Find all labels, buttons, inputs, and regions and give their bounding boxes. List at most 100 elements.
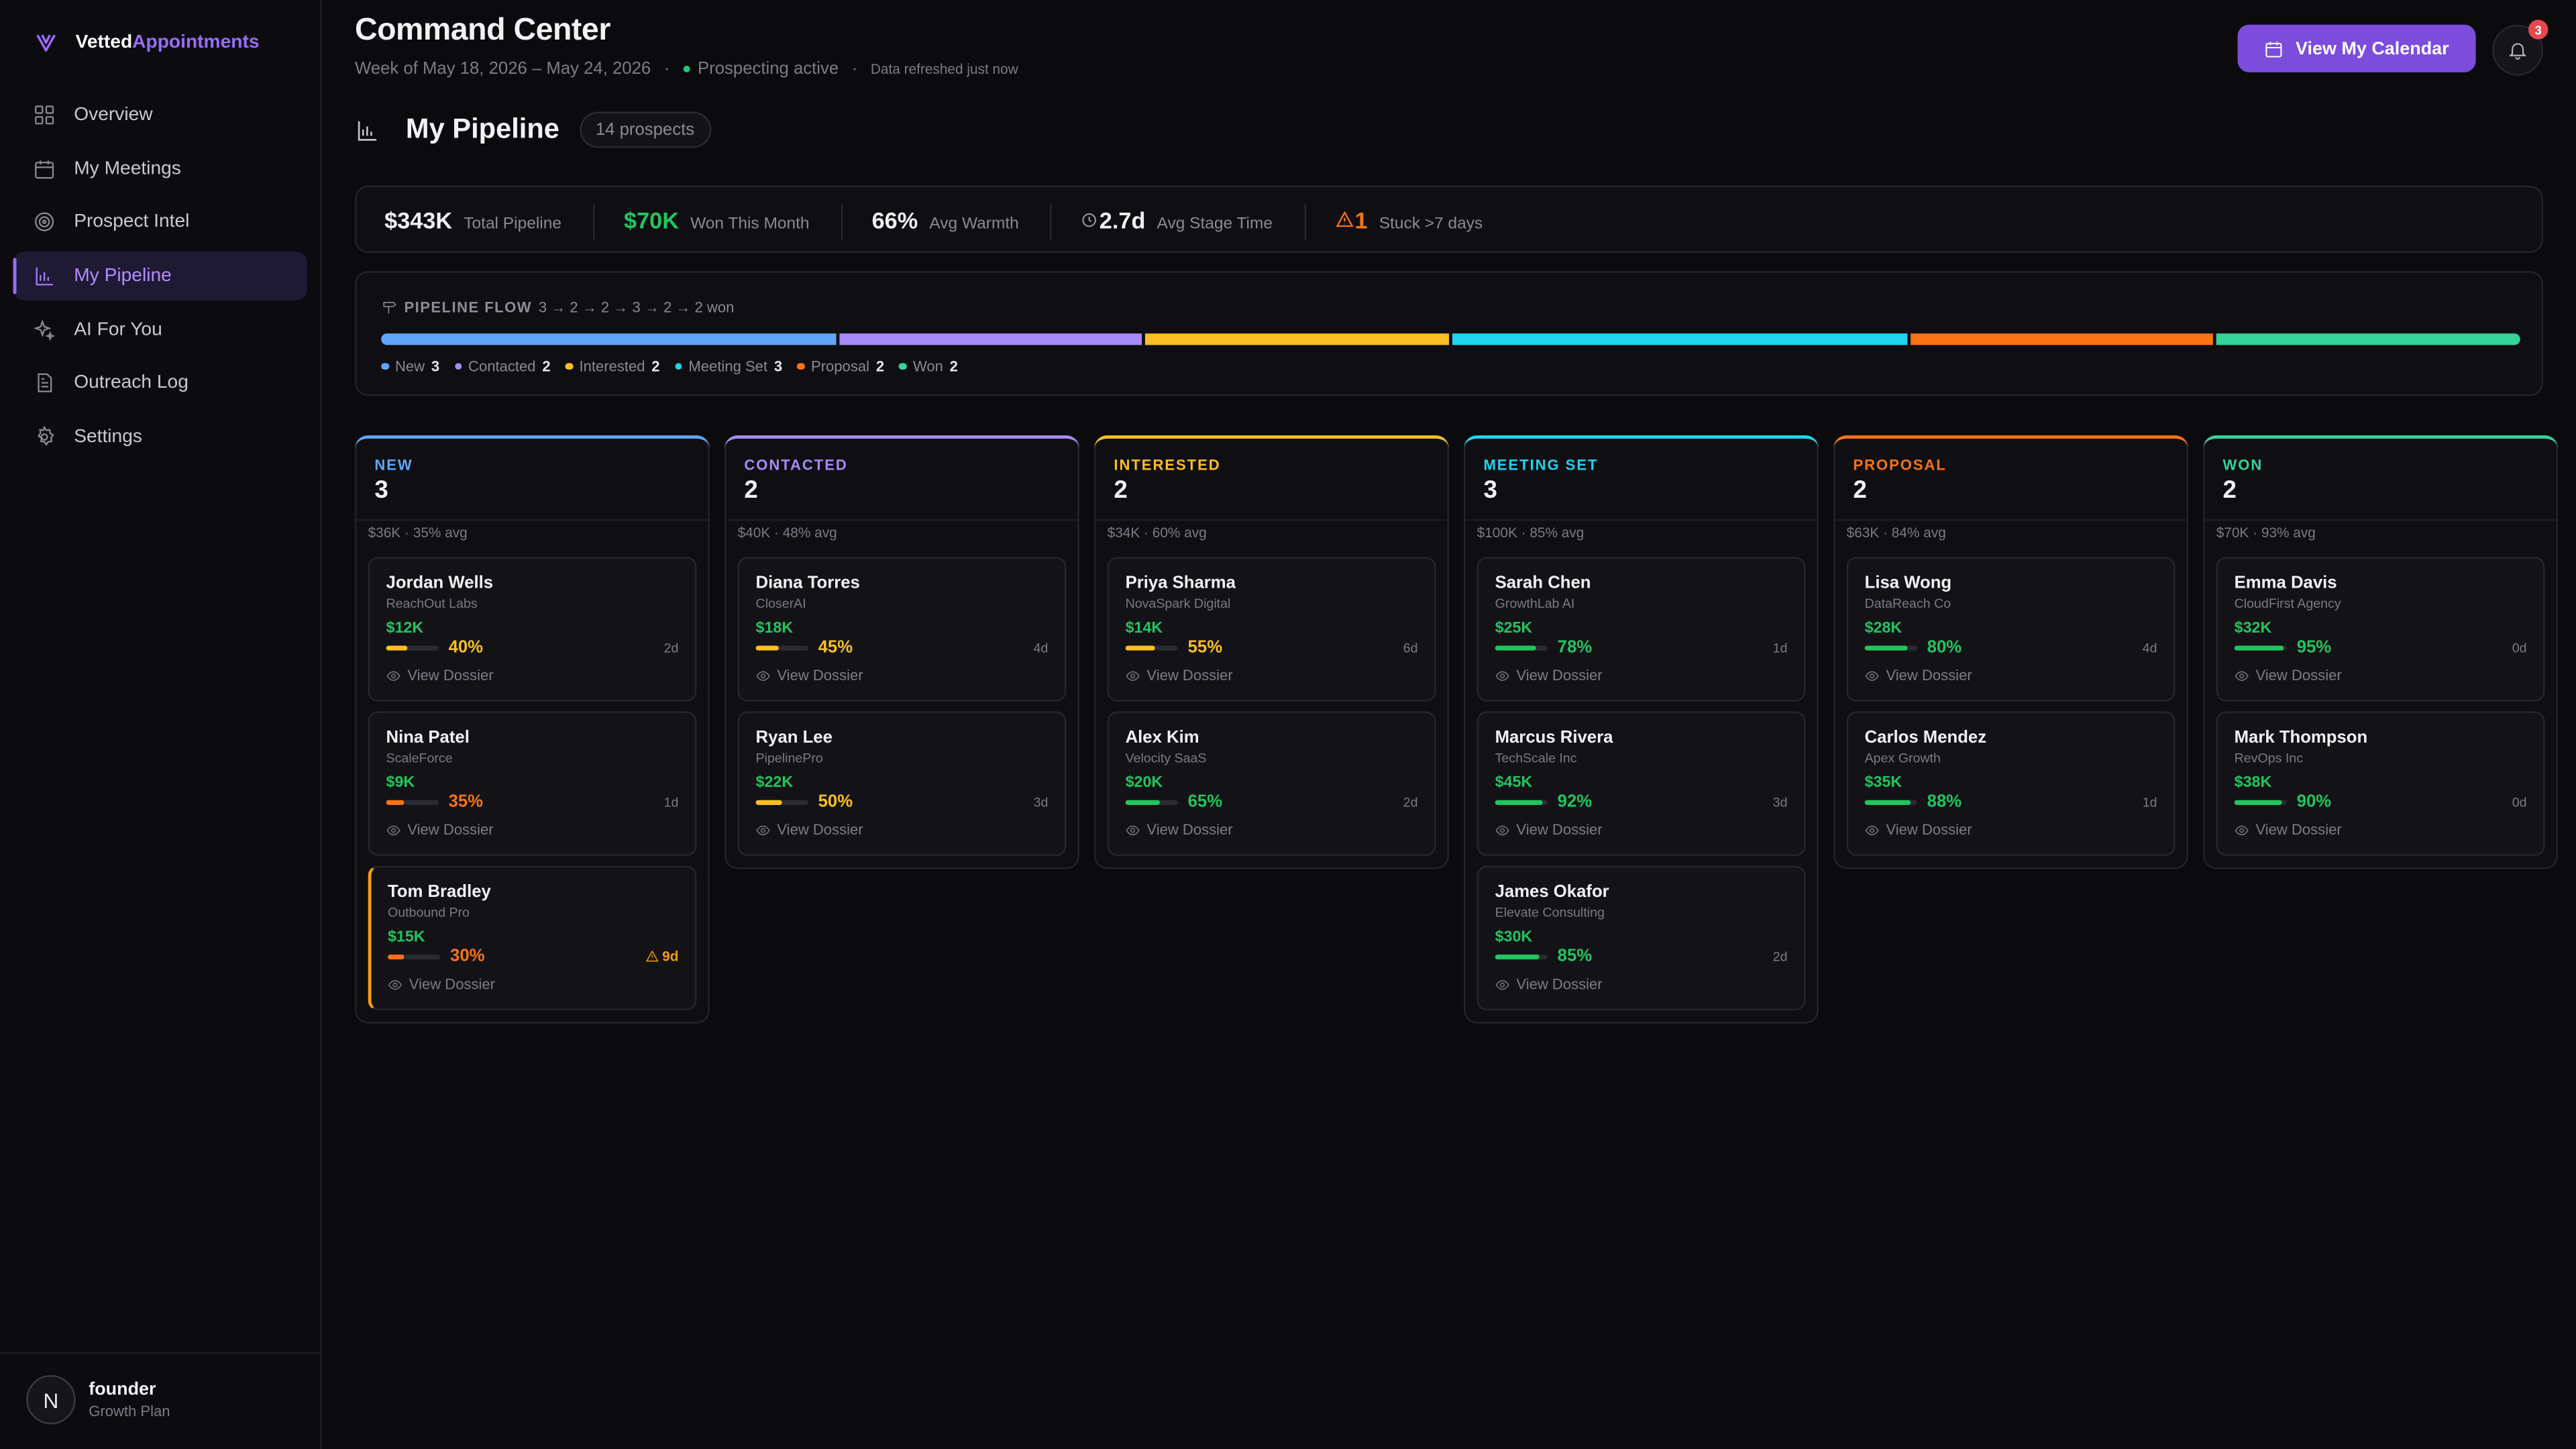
- view-dossier-link[interactable]: View Dossier: [1495, 822, 1603, 838]
- warmth-fill: [755, 645, 780, 651]
- stat-total-pipeline: $343K Total Pipeline: [356, 206, 592, 232]
- eye-icon: [1865, 670, 1879, 680]
- view-dossier-link[interactable]: View Dossier: [1495, 667, 1603, 684]
- prospect-name: Nina Patel: [386, 727, 470, 748]
- notification-badge: 3: [2528, 19, 2548, 40]
- view-dossier-link[interactable]: View Dossier: [1126, 822, 1233, 838]
- view-dossier-link[interactable]: View Dossier: [1865, 822, 1972, 838]
- sidebar-item-prospect-intel[interactable]: Prospect Intel: [13, 198, 307, 247]
- prospect-card[interactable]: Lisa Wong DataReach Co $28K 80% 4d View Dossi…: [1846, 557, 2176, 702]
- prospect-company: ScaleForce: [386, 751, 453, 766]
- prospect-name: James Okafor: [1495, 882, 1609, 902]
- view-dossier-link[interactable]: View Dossier: [1865, 667, 1972, 684]
- prospect-company: CloudFirst Agency: [2234, 596, 2341, 612]
- column-title: MEETING SET: [1483, 456, 1599, 474]
- pipeline-column-proposal: PROPOSAL 2 $63K · 84% avg Lisa Wong DataReac…: [1833, 435, 2189, 869]
- pipeline-column-interested: INTERESTED 2 $34K · 60% avg Priya Sharma Nov…: [1094, 435, 1450, 869]
- prospect-card[interactable]: Jordan Wells ReachOut Labs $12K 40% 2d View D…: [368, 557, 697, 702]
- sidebar-item-outreach-log[interactable]: Outreach Log: [13, 359, 307, 408]
- legend-label: Proposal: [811, 358, 870, 375]
- view-dossier-link[interactable]: View Dossier: [1126, 667, 1233, 684]
- column-count: 2: [744, 476, 758, 504]
- sidebar-item-label: Overview: [74, 105, 153, 125]
- view-dossier-link[interactable]: View Dossier: [388, 976, 495, 992]
- warmth-percent: 88%: [1927, 792, 1962, 812]
- refresh-status: Data refreshed just now: [870, 60, 1018, 78]
- column-meta: $40K · 48% avg: [737, 524, 837, 541]
- column-meta: $36K · 35% avg: [368, 524, 468, 541]
- warmth-fill: [387, 954, 404, 960]
- sidebar-item-label: Outreach Log: [74, 373, 189, 394]
- prospect-card[interactable]: Priya Sharma NovaSpark Digital $14K 55% 6d Vi…: [1107, 557, 1436, 702]
- notifications-button[interactable]: 3: [2492, 19, 2548, 76]
- view-dossier-link[interactable]: View Dossier: [756, 667, 863, 684]
- view-dossier-label: View Dossier: [407, 821, 494, 838]
- sidebar-item-meetings[interactable]: My Meetings: [13, 144, 307, 193]
- avatar: N: [26, 1375, 76, 1425]
- eye-icon: [386, 824, 400, 835]
- warmth-fill: [386, 800, 405, 806]
- prospect-card[interactable]: Diana Torres CloserAI $18K 45% 4d View Dossie…: [737, 557, 1067, 702]
- view-calendar-button[interactable]: View My Calendar: [2237, 24, 2476, 72]
- deal-amount: $45K: [1495, 773, 1533, 792]
- prospect-name: Priya Sharma: [1125, 573, 1236, 594]
- flow-segment-contacted: [839, 333, 1143, 345]
- prospect-count-badge: 14 prospects: [579, 111, 711, 148]
- view-dossier-link[interactable]: View Dossier: [1495, 976, 1603, 992]
- prospect-card[interactable]: Nina Patel ScaleForce $9K 35% 1d View Dossier: [368, 711, 697, 856]
- prospect-name: Carlos Mendez: [1864, 727, 1987, 748]
- warmth-fill: [386, 645, 407, 651]
- stage-age: 2d: [663, 641, 679, 656]
- prospect-card[interactable]: Alex Kim Velocity SaaS $20K 65% 2d View Dossi…: [1107, 711, 1436, 856]
- brand[interactable]: VettedAppointments: [33, 30, 260, 56]
- warmth-percent: 50%: [818, 792, 853, 812]
- warmth-percent: 85%: [1557, 946, 1593, 967]
- sidebar-item-overview[interactable]: Overview: [13, 91, 307, 140]
- sidebar-item-ai-for-you[interactable]: AI For You: [13, 305, 307, 354]
- eye-icon: [386, 670, 400, 680]
- prospect-card[interactable]: James Okafor Elevate Consulting $30K 85% 2d V…: [1477, 865, 1806, 1011]
- prospect-company: PipelinePro: [755, 751, 823, 766]
- warmth-percent: 35%: [448, 792, 484, 812]
- view-dossier-link[interactable]: View Dossier: [756, 822, 863, 838]
- flow-segment-new: [381, 333, 837, 345]
- sidebar-nav: Overview My Meetings Prospect Intel My P…: [13, 91, 307, 466]
- flow-segment-proposal: [1910, 333, 2214, 345]
- column-header: NEW 3: [356, 437, 708, 521]
- view-dossier-link[interactable]: View Dossier: [2235, 667, 2342, 684]
- prospect-card[interactable]: Sarah Chen GrowthLab AI $25K 78% 1d View Doss…: [1477, 557, 1806, 702]
- prospect-card[interactable]: Mark Thompson RevOps Inc $38K 90% 0d View Dos…: [2216, 711, 2545, 856]
- warmth-bar: [1495, 645, 1548, 651]
- deal-amount: $30K: [1495, 928, 1533, 947]
- eye-icon: [1126, 670, 1140, 680]
- warmth-percent: 30%: [450, 946, 485, 967]
- sidebar-item-settings[interactable]: Settings: [13, 413, 307, 462]
- clock-icon: [1082, 212, 1097, 227]
- warmth-percent: 92%: [1557, 792, 1593, 812]
- legend-count: 2: [542, 358, 551, 375]
- prospect-name: Jordan Wells: [386, 573, 494, 594]
- view-dossier-link[interactable]: View Dossier: [2235, 822, 2342, 838]
- pipeline-column-won: WON 2 $70K · 93% avg Emma Davis CloudFirst A…: [2203, 435, 2559, 869]
- warmth-percent: 95%: [2296, 637, 2332, 657]
- prospect-company: RevOps Inc: [2234, 751, 2304, 766]
- prospect-company: GrowthLab AI: [1495, 596, 1575, 612]
- prospect-card[interactable]: Emma Davis CloudFirst Agency $32K 95% 0d View…: [2216, 557, 2545, 702]
- bar-chart-icon: [358, 120, 377, 140]
- prospect-card[interactable]: Marcus Rivera TechScale Inc $45K 92% 3d View …: [1477, 711, 1806, 856]
- legend-count: 2: [651, 358, 660, 375]
- stage-age: 6d: [1403, 641, 1418, 656]
- column-title: INTERESTED: [1114, 456, 1221, 474]
- view-dossier-label: View Dossier: [409, 975, 496, 993]
- logo-icon: [33, 30, 59, 56]
- user-profile[interactable]: N founder Growth Plan: [0, 1352, 321, 1449]
- view-dossier-link[interactable]: View Dossier: [386, 667, 494, 684]
- sidebar-item-pipeline[interactable]: My Pipeline: [13, 251, 307, 301]
- eye-icon: [1495, 979, 1509, 989]
- prospect-card[interactable]: Ryan Lee PipelinePro $22K 50% 3d View Dossier: [737, 711, 1067, 856]
- view-dossier-link[interactable]: View Dossier: [386, 822, 494, 838]
- page-title: Command Center: [354, 13, 610, 48]
- prospect-card[interactable]: Tom Bradley Outbound Pro $15K 30% 9d View Dos…: [368, 865, 697, 1011]
- signpost-icon: [383, 302, 396, 314]
- prospect-card[interactable]: Carlos Mendez Apex Growth $35K 88% 1d View Do…: [1846, 711, 2176, 856]
